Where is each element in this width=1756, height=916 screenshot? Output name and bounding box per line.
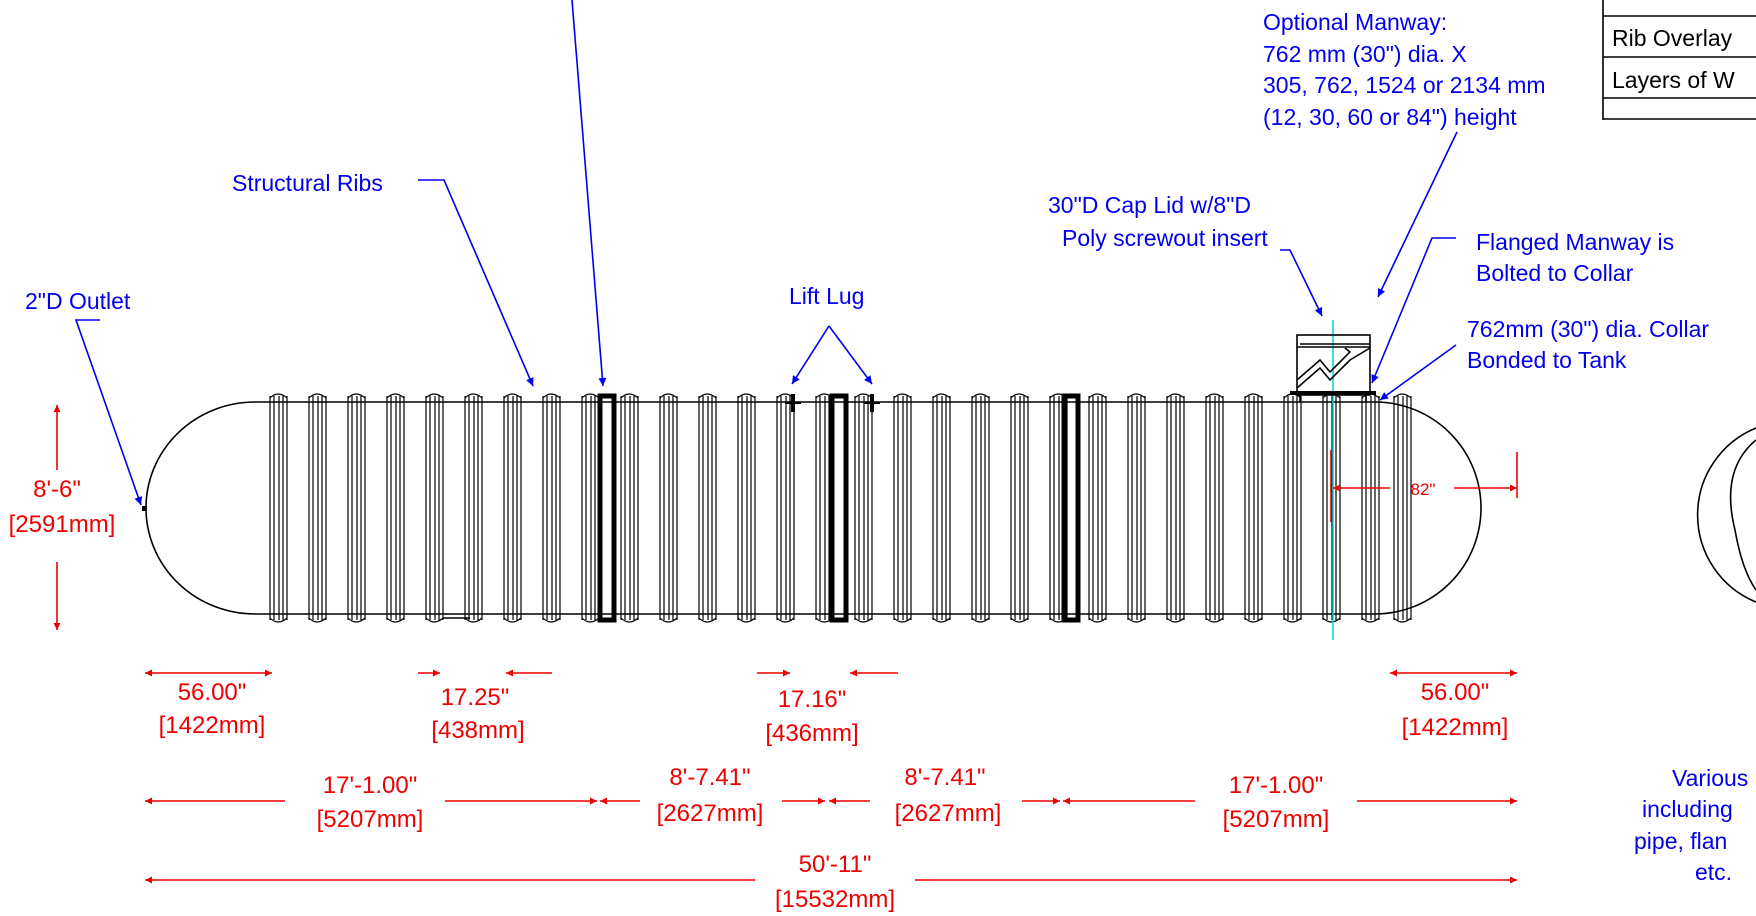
structural-rib [464, 393, 483, 623]
structural-rib [1361, 393, 1380, 623]
structural-rib [503, 393, 522, 623]
label-various-2: including [1642, 796, 1733, 822]
structural-rib [1393, 393, 1412, 623]
table-row-layers: Layers of W [1612, 67, 1735, 93]
dim-end-left-metric: [1422mm] [159, 712, 266, 739]
structural-rib [854, 393, 873, 623]
structural-rib [1205, 393, 1224, 623]
structural-rib [893, 393, 912, 623]
label-various-3: pipe, flan [1634, 828, 1727, 854]
dim-end-left-imperial: 56.00" [178, 679, 247, 706]
dim-rib-spacing-metric: [438mm] [431, 717, 524, 744]
table-row-rib-overlay: Rib Overlay [1612, 25, 1733, 51]
rib-overlay-band [597, 393, 617, 623]
dim-end-right-metric: [1422mm] [1402, 714, 1509, 741]
outlet-marker [142, 506, 147, 511]
dim-seg4-metric: [5207mm] [1223, 806, 1330, 833]
dimensions: 8'-6" [2591mm] 82" 56.00" [1422mm] 17.25… [9, 405, 1518, 913]
label-optional-manway-4: (12, 30, 60 or 84") height [1263, 104, 1517, 130]
label-various-1: Various [1672, 765, 1748, 791]
label-optional-manway-2: 762 mm (30") dia. X [1263, 41, 1467, 67]
structural-rib [776, 393, 795, 623]
structural-rib [659, 393, 678, 623]
structural-rib [386, 393, 405, 623]
dim-end-right-imperial: 56.00" [1421, 679, 1490, 706]
structural-rib [425, 393, 444, 623]
label-collar-2: Bonded to Tank [1467, 347, 1627, 373]
structural-rib [932, 393, 951, 623]
structural-rib [1088, 393, 1107, 623]
manway-collar [1290, 334, 1376, 402]
dim-rib-spacing-imperial: 17.25" [441, 684, 510, 711]
dim-lug-spacing-imperial: 17.16" [778, 686, 847, 713]
dim-height-metric: [2591mm] [9, 511, 116, 538]
dim-manway-offset: 82" [1411, 480, 1436, 499]
structural-rib [308, 393, 327, 623]
callouts: Structural Ribs 2"D Outlet Lift Lug 30"D… [25, 0, 1748, 885]
label-flanged-manway-2: Bolted to Collar [1476, 260, 1634, 286]
label-cap-lid-2: Poly screwout insert [1062, 225, 1268, 251]
dim-seg3-metric: [2627mm] [895, 800, 1002, 827]
dim-overall-imperial: 50'-11" [799, 851, 872, 878]
label-collar-1: 762mm (30") dia. Collar [1467, 316, 1709, 342]
label-outlet: 2"D Outlet [25, 288, 131, 314]
dim-lug-spacing-metric: [436mm] [765, 720, 858, 747]
label-structural-ribs: Structural Ribs [232, 170, 383, 196]
dim-seg2-imperial: 8'-7.41" [669, 764, 750, 791]
dim-seg1-imperial: 17'-1.00" [323, 772, 418, 799]
structural-rib [1166, 393, 1185, 623]
dim-height-imperial: 8'-6" [33, 476, 81, 503]
structural-rib [1010, 393, 1029, 623]
label-various-4: etc. [1695, 859, 1732, 885]
structural-rib [737, 393, 756, 623]
structural-rib [269, 393, 288, 623]
label-flanged-manway-1: Flanged Manway is [1476, 229, 1674, 255]
structural-rib [1283, 393, 1302, 623]
dim-seg1-metric: [5207mm] [317, 806, 424, 833]
dim-seg3-imperial: 8'-7.41" [904, 764, 985, 791]
dim-overall-metric: [15532mm] [775, 886, 895, 913]
dim-seg4-imperial: 17'-1.00" [1229, 772, 1324, 799]
structural-rib [1127, 393, 1146, 623]
end-view-arc [1696, 427, 1756, 603]
dim-seg2-metric: [2627mm] [657, 800, 764, 827]
structural-rib [347, 393, 366, 623]
label-optional-manway-1: Optional Manway: [1263, 9, 1447, 35]
structural-rib [542, 393, 561, 623]
structural-rib [581, 393, 600, 623]
rib-overlay-band [1061, 393, 1081, 623]
structural-rib [620, 393, 639, 623]
label-cap-lid-1: 30"D Cap Lid w/8"D [1048, 192, 1251, 218]
structural-rib [698, 393, 717, 623]
structural-ribs-group [269, 393, 1412, 623]
structural-rib [1244, 393, 1263, 623]
structural-rib [971, 393, 990, 623]
label-optional-manway-3: 305, 762, 1524 or 2134 mm [1263, 72, 1546, 98]
rib-overlay-band [829, 393, 849, 623]
spec-table: Rib Overlay Layers of W [1602, 0, 1756, 120]
tank-body [142, 320, 1482, 640]
label-lift-lug: Lift Lug [789, 283, 864, 309]
structural-rib [1322, 393, 1341, 623]
